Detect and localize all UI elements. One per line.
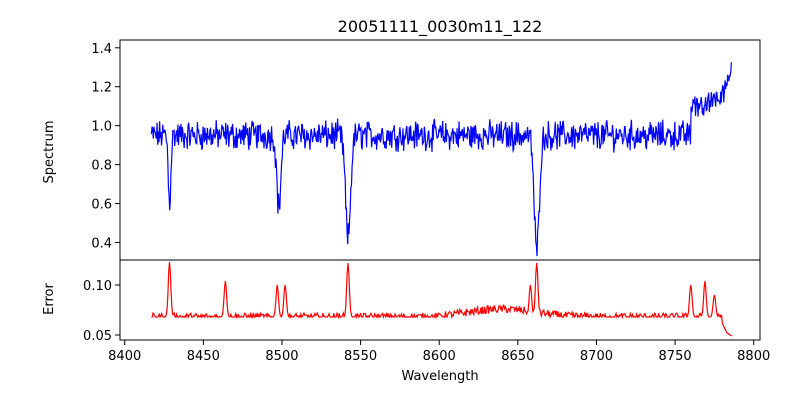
x-tick-label: 8450 xyxy=(187,349,220,364)
x-tick-label: 8750 xyxy=(659,349,692,364)
error-y-tick-label: 0.05 xyxy=(83,329,112,344)
y-axis-label-error: Error xyxy=(42,283,57,315)
spectrum-y-tick-label: 1.2 xyxy=(91,81,112,96)
spectrum-y-ticks: 0.4 0.6 0.8 1.0 1.2 1.4 xyxy=(91,42,120,251)
spectrum-series-line xyxy=(150,62,732,257)
spectrum-y-tick-label: 1.4 xyxy=(91,42,112,57)
spectrum-axes-frame xyxy=(119,39,761,261)
x-tick-label: 8600 xyxy=(423,349,456,364)
y-axis-label-spectrum: Spectrum xyxy=(42,121,57,184)
x-tick-label: 8550 xyxy=(344,349,377,364)
spectrum-y-tick-label: 0.8 xyxy=(91,159,112,174)
spectrum-y-tick-label: 0.6 xyxy=(91,198,112,213)
x-tick-label: 8700 xyxy=(580,349,613,364)
spectrum-y-tick-label: 0.4 xyxy=(91,236,112,251)
wavelength-x-ticks: 8400 8450 8500 8550 8600 8650 8700 8750 8800 xyxy=(108,340,770,364)
x-tick-label: 8800 xyxy=(737,349,770,364)
error-series-line xyxy=(151,261,733,337)
error-axes-frame xyxy=(119,259,761,341)
x-tick-label: 8500 xyxy=(265,349,298,364)
x-axis-label: Wavelength xyxy=(401,369,478,384)
chart-title: 20051111_0030m11_122 xyxy=(338,17,543,37)
spectrum-y-tick-label: 1.0 xyxy=(91,120,112,135)
error-y-ticks: 0.05 0.10 xyxy=(83,279,120,344)
x-tick-label: 8400 xyxy=(108,349,141,364)
error-y-tick-label: 0.10 xyxy=(83,279,112,294)
x-tick-label: 8650 xyxy=(501,349,534,364)
